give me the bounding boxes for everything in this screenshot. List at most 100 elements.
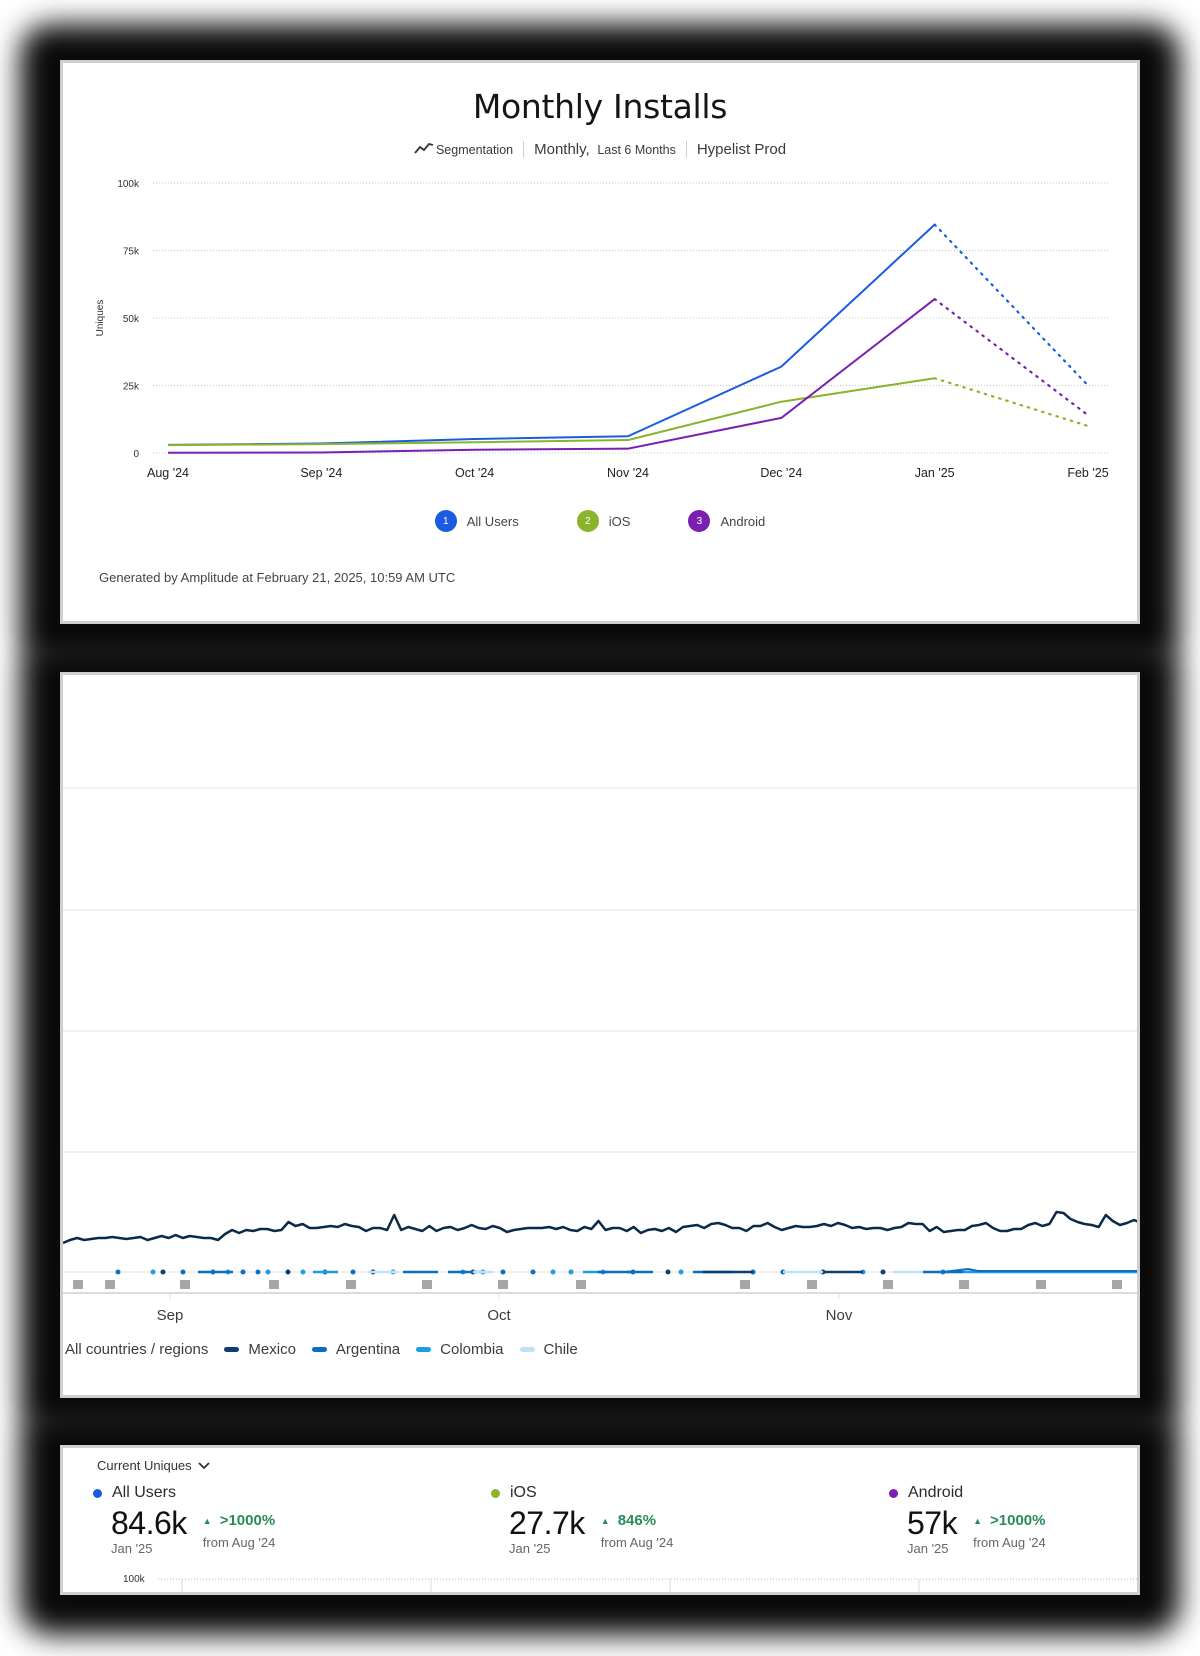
series-line[interactable] [167,298,936,454]
y-tick-label: 50k [123,314,140,325]
annotation-marker[interactable] [807,1280,817,1289]
data-point [160,1269,166,1275]
generated-footer: Generated by Amplitude at February 21, 2… [99,570,456,585]
chevron-down-icon [198,1458,210,1473]
chart-meta-bar: Segmentation Monthly, Last 6 Months Hype… [63,141,1137,158]
y-tick-label: 100k [117,179,140,190]
annotation-marker[interactable] [346,1280,356,1289]
series-color-dot [491,1488,500,1498]
current-uniques-card: Current Uniques All Users 84.6k Jan '25 … [60,1445,1140,1595]
annotation-marker[interactable] [422,1280,432,1289]
x-tick-label: Jan '25 [915,466,955,480]
metric-series-name[interactable]: All Users [93,1484,275,1502]
x-tick-label: Dec '24 [760,466,802,480]
chart-type: Segmentation [404,142,523,157]
x-tick-label: Sep [157,1307,184,1324]
annotation-marker[interactable] [740,1280,750,1289]
legend-label: Argentina [335,1341,401,1358]
y-tick-label: 25k [123,382,140,393]
data-point [300,1269,306,1275]
legend-item[interactable]: 2 iOS [576,510,631,532]
metric-value: 27.7k [509,1505,585,1541]
series-line-argentina[interactable] [942,1267,1140,1273]
metric-dropdown[interactable]: Current Uniques [97,1458,210,1473]
metric-series-name[interactable]: iOS [491,1484,673,1502]
legend-label: All Users [466,513,519,529]
legend-number-badge: 3 [688,510,711,532]
legend-label: All countries / regions [65,1341,209,1358]
x-tick-label: Oct '24 [455,466,494,480]
data-point [880,1269,886,1275]
legend-swatch [311,1347,327,1352]
data-point [180,1269,186,1275]
data-point [350,1269,356,1275]
triangle-up-icon: ▲ [202,1515,212,1526]
data-point [665,1269,671,1275]
annotation-marker[interactable] [883,1280,893,1289]
legend-label: Chile [543,1341,578,1358]
annotation-marker[interactable] [1036,1280,1046,1289]
annotation-marker[interactable] [959,1280,969,1289]
legend-label: Mexico [248,1341,296,1358]
data-point [265,1269,271,1275]
countries-line-chart: Sep Oct Nov [63,787,1140,1324]
x-tick-label: Nov '24 [607,466,649,480]
countries-chart-card: Sep Oct Nov All countries / regions Mexico A… [60,672,1140,1398]
line-chart-icon [414,142,434,157]
chart-legend: 1 All Users 2 iOS 3 Android [63,510,1137,532]
data-point [115,1269,121,1275]
y-tick-label: 0 [133,449,139,460]
legend-swatch [416,1347,432,1352]
y-tick-label: 75k [123,247,140,258]
data-point [285,1269,291,1275]
data-point [255,1269,261,1275]
series-color-dot [889,1488,898,1498]
metric-change-from: from Aug '24 [600,1535,674,1550]
y-axis-top-label: 100k [123,1574,146,1585]
summary-chart-axis: 100k [123,1574,1137,1592]
metric-change-from: from Aug '24 [973,1535,1046,1550]
countries-legend: All countries / regions Mexico Argentina Co… [65,1341,578,1358]
annotation-marker[interactable] [105,1280,115,1289]
legend-label: Colombia [440,1341,504,1358]
series-color-dot [93,1488,102,1498]
x-tick-label: Feb '25 [1067,466,1108,480]
metric-period: Jan '25 [111,1541,153,1556]
metric-change-from: from Aug '24 [202,1535,276,1550]
legend-number-badge: 2 [576,510,599,532]
legend-item[interactable]: 1 All Users [434,510,519,532]
annotation-marker[interactable] [1112,1280,1122,1289]
x-tick-label: Sep '24 [300,466,342,480]
legend-item[interactable]: Colombia [416,1341,504,1358]
series-line-incomplete [933,298,1090,417]
series-line-incomplete [933,223,1090,387]
metric-summary: All Users 84.6k Jan '25 ▲ >1000% from Au… [93,1484,275,1556]
legend-item[interactable]: Chile [519,1341,578,1358]
series-line[interactable] [167,223,936,446]
annotation-marker[interactable] [576,1280,586,1289]
series-line-mexico[interactable] [63,1210,1140,1245]
legend-label: iOS [608,513,631,529]
chart-title: Monthly Installs [472,87,728,126]
data-point [530,1269,536,1275]
metric-period: Jan '25 [907,1541,949,1556]
data-point [550,1269,556,1275]
data-point [500,1269,506,1275]
metric-series-name[interactable]: Android [889,1484,1046,1502]
data-point [568,1269,574,1275]
legend-number-badge: 1 [434,510,457,532]
legend-item[interactable]: 3 Android [688,510,765,532]
project-name: Hypelist Prod [685,141,796,158]
legend-all-regions-label: All countries / regions [65,1341,208,1358]
legend-item[interactable]: Argentina [311,1341,401,1358]
annotation-marker[interactable] [498,1280,508,1289]
annotation-marker[interactable] [180,1280,190,1289]
x-tick-label: Nov [826,1307,853,1324]
annotation-marker[interactable] [73,1280,83,1289]
data-point [150,1269,156,1275]
legend-item[interactable]: Mexico [224,1341,296,1358]
x-tick-label: Oct [487,1307,511,1324]
annotation-marker[interactable] [269,1280,279,1289]
metric-change: ▲ 846% [600,1512,657,1529]
metric-change: ▲ >1000% [973,1512,1046,1529]
